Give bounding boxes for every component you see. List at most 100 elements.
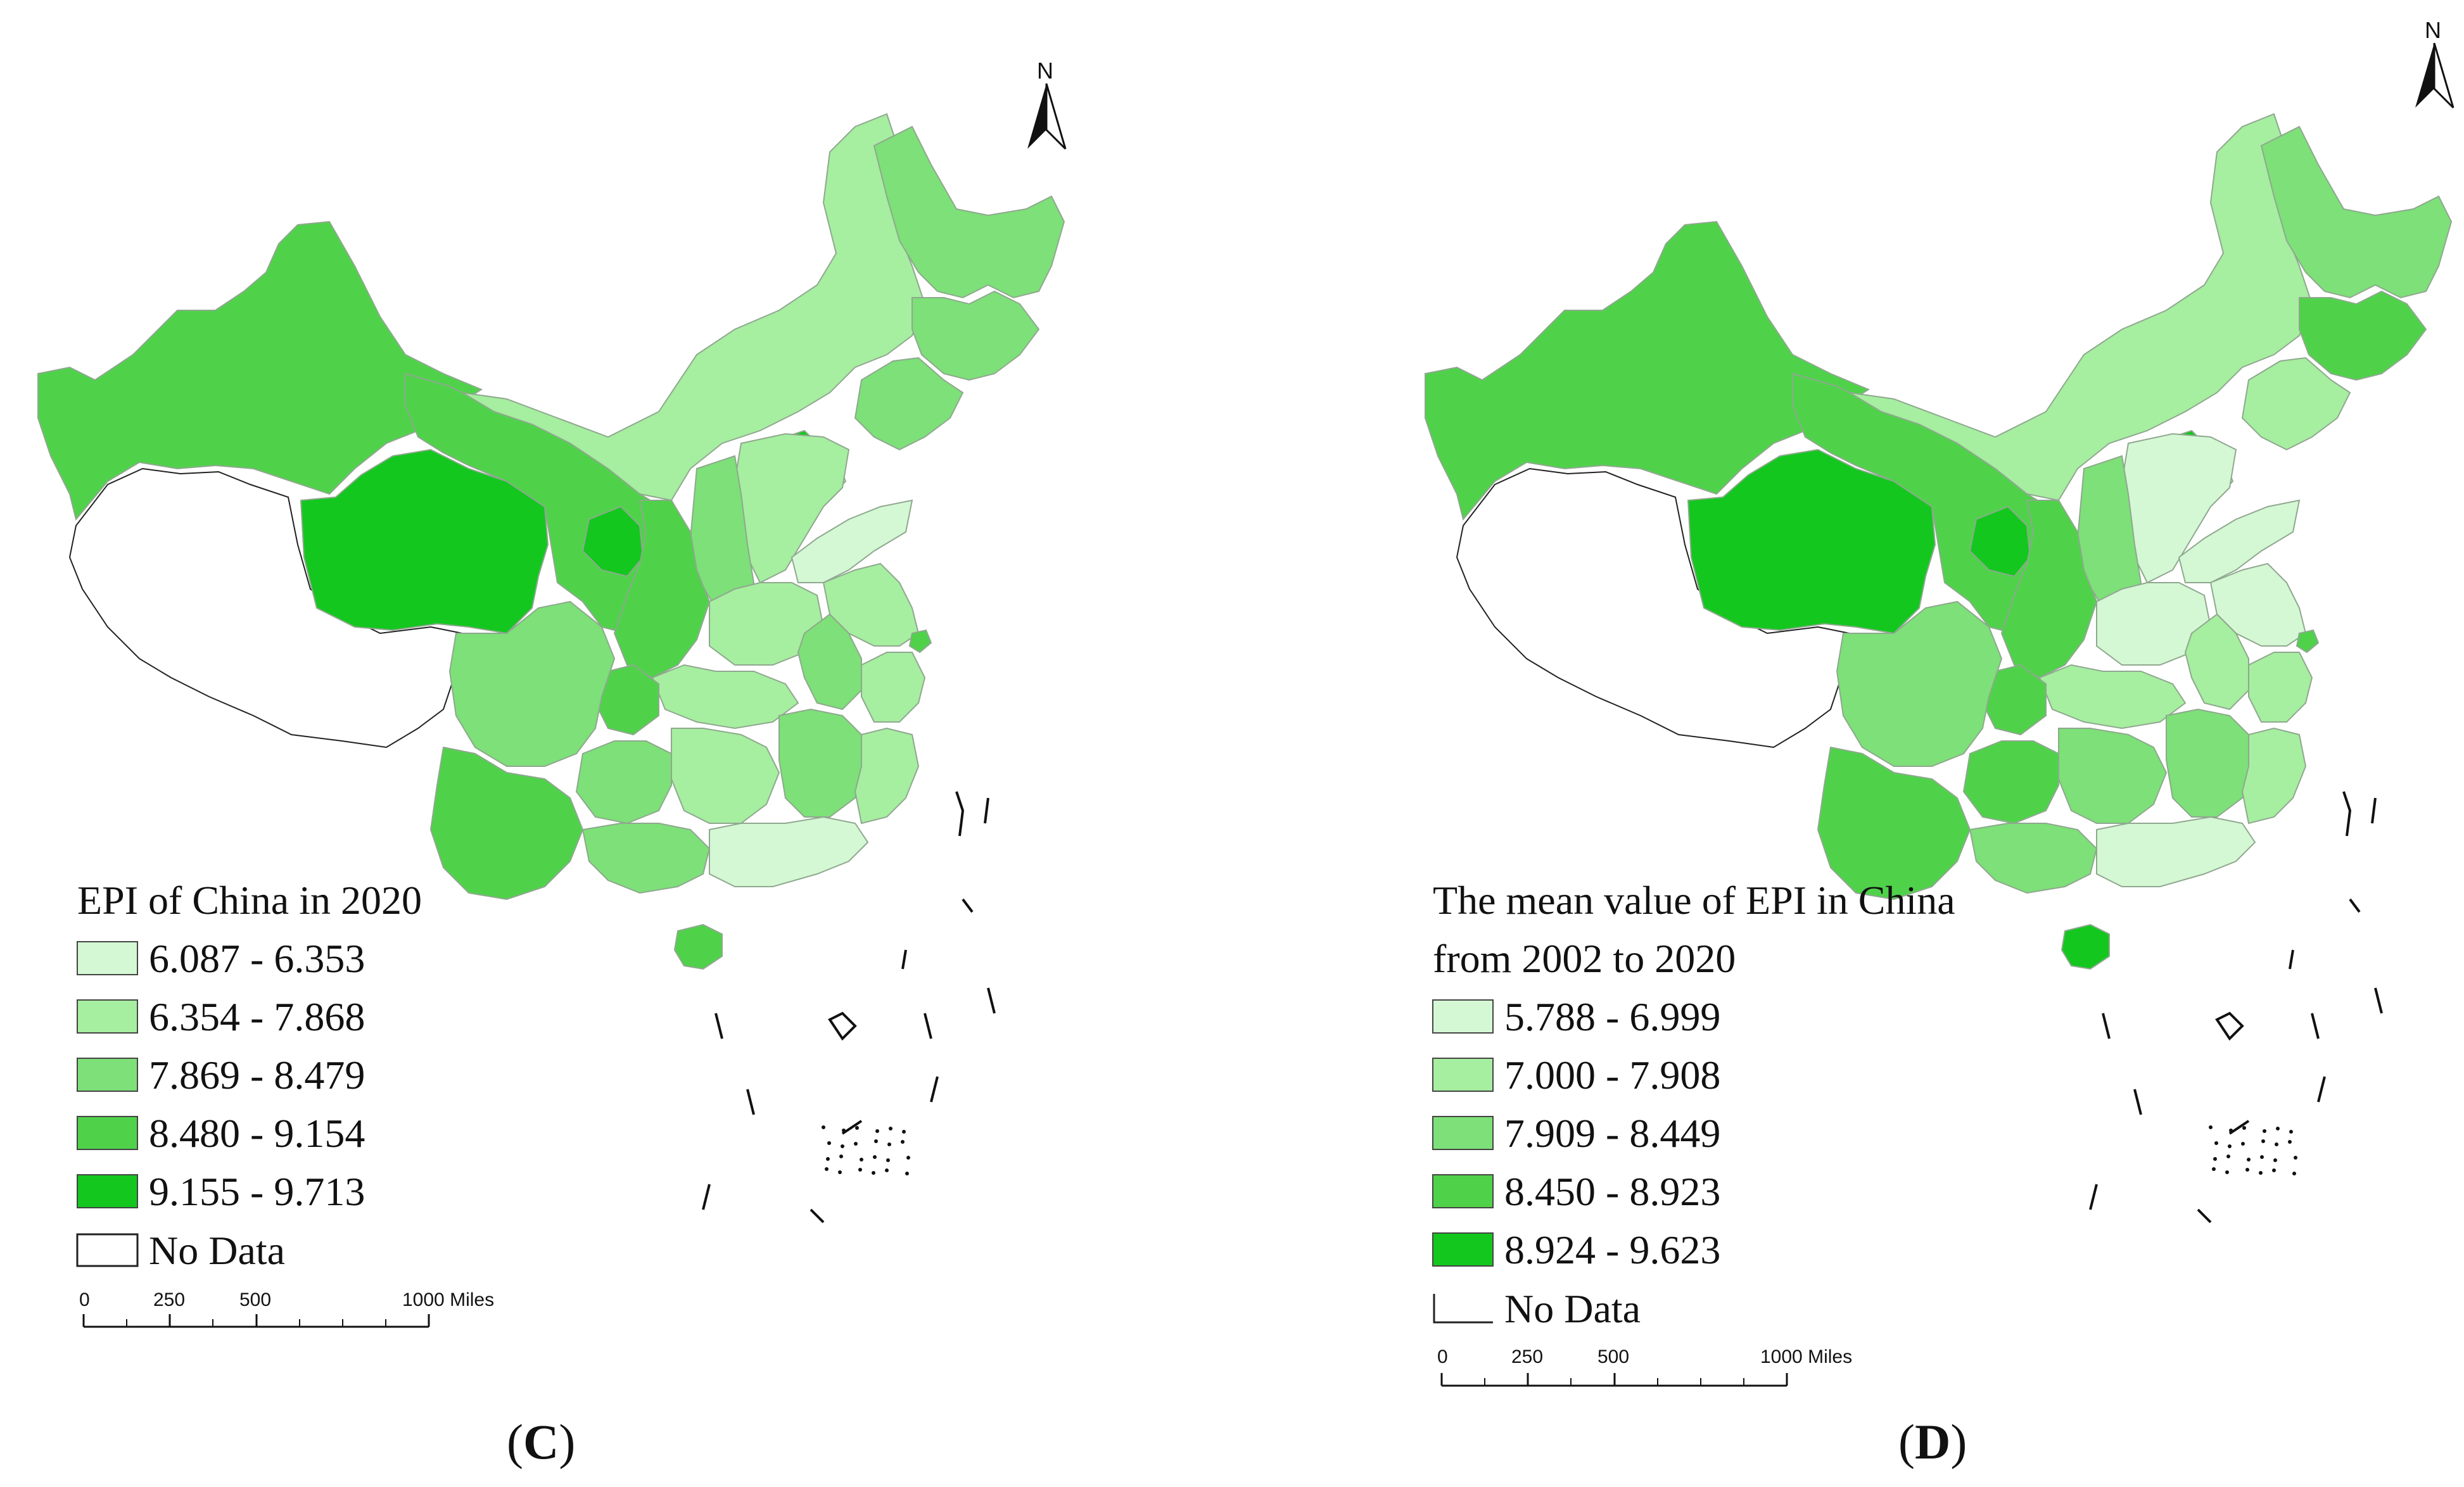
island-dot <box>826 1157 830 1161</box>
island-dot <box>822 1125 825 1129</box>
legend-swatch-4 <box>77 1116 138 1150</box>
island-outline <box>901 949 907 970</box>
province-anhui <box>2184 613 2249 711</box>
island-dot <box>873 1155 877 1159</box>
island-dot <box>838 1170 842 1174</box>
island-dot <box>905 1172 909 1175</box>
scale-bar-panel-d: 0 250 500 1000 Miles <box>1437 1346 1852 1387</box>
legend-label-4: 8.450 - 8.923 <box>1504 1169 1720 1214</box>
island-dot <box>2247 1158 2251 1161</box>
province-jiangxi <box>2166 708 2256 818</box>
island-dot <box>886 1158 890 1162</box>
province-heilongjiang <box>2260 125 2453 299</box>
island-dot <box>902 1130 906 1134</box>
legend-swatch-2 <box>77 999 138 1034</box>
legend-swatch-5 <box>1432 1232 1494 1267</box>
scale-label-250: 250 <box>153 1289 185 1310</box>
island-dot <box>2213 1157 2217 1161</box>
island-dot <box>855 1126 859 1130</box>
island-dot <box>2225 1170 2229 1174</box>
island-dot <box>887 1142 891 1146</box>
north-label: N <box>2425 17 2441 43</box>
island-outline <box>702 1184 711 1210</box>
province-guangdong <box>2096 816 2256 887</box>
scale-label-0: 0 <box>79 1289 90 1310</box>
island-outline <box>746 1089 755 1115</box>
island-outline <box>2311 1013 2320 1039</box>
province-hainan <box>673 923 723 970</box>
island-dot <box>2228 1144 2232 1148</box>
island-outline <box>930 1076 939 1103</box>
province-hubei <box>651 664 799 730</box>
legend-swatch-4 <box>1432 1174 1494 1208</box>
province-heilongjiang <box>873 125 1065 299</box>
island-dot <box>2226 1155 2230 1158</box>
province-anhui <box>797 613 862 711</box>
province-ningxia <box>1969 505 2031 578</box>
panel-caption-c: (C) <box>507 1414 576 1469</box>
legend-label-4: 8.480 - 9.154 <box>149 1111 365 1156</box>
province-yunnan <box>1817 746 1971 901</box>
island-dot <box>901 1140 905 1144</box>
legend-label-2: 7.000 - 7.908 <box>1504 1053 1720 1098</box>
island-dot <box>825 1167 829 1171</box>
province-guangdong <box>709 816 869 887</box>
legend-label-3: 7.869 - 8.479 <box>149 1053 365 1098</box>
island-outline <box>2102 1013 2111 1039</box>
scale-label-1000: 1000 Miles <box>402 1289 494 1310</box>
island-outline <box>2228 1120 2250 1135</box>
province-guangxi <box>581 823 711 894</box>
island-dot <box>2212 1167 2216 1171</box>
island-outline <box>987 987 996 1014</box>
island-dot <box>2276 1127 2280 1130</box>
legend-swatch-3 <box>1432 1116 1494 1150</box>
island-dot <box>2229 1129 2233 1132</box>
legend-label-5: 9.155 - 9.713 <box>149 1169 365 1214</box>
legend-swatch-1 <box>1432 999 1494 1034</box>
island-dot <box>875 1129 879 1133</box>
province-shandong <box>2178 499 2301 583</box>
island-outline <box>2349 898 2361 913</box>
legend-swatch-1 <box>77 941 138 975</box>
province-jilin <box>911 290 1040 381</box>
island-dot <box>2242 1126 2246 1130</box>
island-dot <box>2275 1142 2278 1146</box>
legend-label-5: 8.924 - 9.623 <box>1504 1227 1720 1272</box>
legend-label-no-data: No Data <box>149 1228 285 1273</box>
island-dot <box>2272 1168 2276 1172</box>
province-shanghai <box>2296 629 2320 654</box>
island-outline <box>714 1013 723 1039</box>
island-dot <box>2263 1129 2266 1133</box>
island-dot <box>2260 1155 2264 1159</box>
island-outline <box>2371 797 2377 824</box>
island-outline <box>984 797 989 824</box>
island-dot <box>2245 1168 2249 1172</box>
island-outline <box>955 791 965 837</box>
province-sichuan <box>448 600 616 767</box>
island-outline <box>2342 791 2352 837</box>
legend-label-2: 6.354 - 7.868 <box>149 994 365 1039</box>
island-dot <box>839 1155 843 1158</box>
province-zhejiang <box>861 652 926 723</box>
legend-swatch-5 <box>77 1174 138 1208</box>
province-fujian <box>854 727 920 825</box>
map-panel-d <box>1425 113 2453 1224</box>
province-sichuan <box>1836 600 2003 767</box>
island-dot <box>872 1171 875 1175</box>
legend-label-1: 5.788 - 6.999 <box>1504 994 1720 1039</box>
scale-bar-panel-c: 0 250 500 1000 Miles <box>79 1289 494 1328</box>
province-yunnan <box>429 746 584 901</box>
island-outline <box>2133 1089 2142 1115</box>
island-dot <box>2241 1142 2245 1146</box>
island-dot <box>841 1144 844 1148</box>
panel-caption-d: (D) <box>1898 1414 1967 1469</box>
island-dot <box>854 1142 858 1146</box>
province-qinghai <box>1687 448 1936 635</box>
north-arrow-icon: N <box>2415 17 2454 109</box>
island-dot <box>2261 1139 2265 1143</box>
province-hunan <box>2058 728 2168 824</box>
island-outline <box>2197 1208 2212 1224</box>
province-liaoning <box>2241 357 2351 451</box>
island-dot <box>2259 1171 2263 1175</box>
province-guizhou <box>1962 740 2059 825</box>
